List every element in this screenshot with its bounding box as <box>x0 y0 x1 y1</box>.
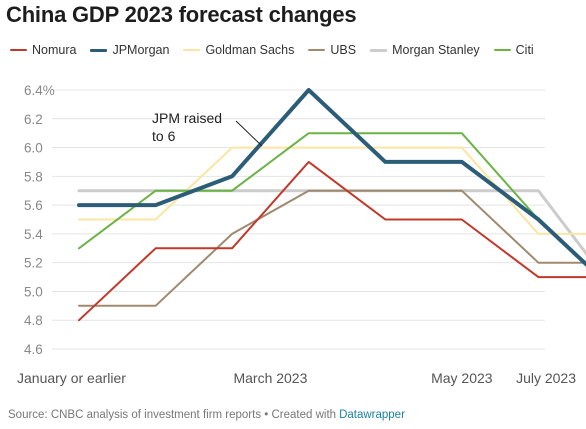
y-tick-label: 5.2 <box>24 256 43 271</box>
legend-item-nomura: Nomura <box>10 43 76 57</box>
legend-swatch <box>370 48 388 52</box>
data-point-citi <box>308 132 310 134</box>
legend-label: Citi <box>515 43 534 57</box>
data-point-nomura <box>384 218 386 221</box>
y-tick-label: 5.6 <box>24 198 43 213</box>
legend-label: Morgan Stanley <box>392 43 480 57</box>
legend-item-citi: Citi <box>493 43 534 57</box>
series-line-nomura <box>78 160 586 322</box>
data-point-nomura <box>154 247 157 249</box>
y-tick-label: 4.8 <box>24 313 43 328</box>
data-point-citi <box>231 190 233 192</box>
data-point-ubs <box>384 190 386 192</box>
data-point-morgan-stanley <box>78 190 80 192</box>
series-line-jpmorgan <box>77 88 586 267</box>
data-point-nomura <box>308 161 310 163</box>
data-point-jpmorgan <box>154 204 157 206</box>
data-point-ubs <box>308 190 310 192</box>
data-point-citi <box>461 132 463 134</box>
data-point-goldman-sachs <box>537 233 540 235</box>
annotation-line-1: JPM raised <box>152 110 222 126</box>
data-point-jpmorgan <box>537 218 540 221</box>
chart-title: China GDP 2023 forecast changes <box>6 2 357 27</box>
legend-label: Goldman Sachs <box>205 43 295 57</box>
data-point-goldman-sachs <box>231 146 233 149</box>
source-note: Source: CNBC analysis of investment firm… <box>8 409 337 421</box>
y-tick-label: 6.2 <box>24 112 43 127</box>
data-point-ubs <box>537 262 540 264</box>
x-tick-label: January or earlier <box>17 370 126 386</box>
data-point-citi <box>384 132 386 134</box>
data-point-jpmorgan <box>231 175 233 177</box>
data-point-goldman-sachs <box>308 146 310 149</box>
data-point-citi <box>78 247 80 249</box>
data-point-citi <box>154 190 157 192</box>
legend-item-morgan-stanley: Morgan Stanley <box>370 43 480 57</box>
y-tick-label: 5.8 <box>24 169 43 184</box>
y-tick-label: 6.0 <box>24 141 43 156</box>
data-point-goldman-sachs <box>461 146 463 149</box>
data-point-ubs <box>461 190 463 192</box>
legend-label: JPMorgan <box>112 43 170 57</box>
legend-item-jpmorgan: JPMorgan <box>90 43 169 57</box>
y-tick-label: 4.6 <box>24 342 43 357</box>
line-chart: 4.6 4.8 5.0 5.2 5.4 5.6 5.8 6.0 6.2 6.4% January o… <box>17 83 586 386</box>
legend-swatch <box>183 49 201 51</box>
data-point-goldman-sachs <box>384 146 386 149</box>
x-tick-label: July 2023 <box>516 370 576 386</box>
data-point-ubs <box>231 233 233 235</box>
annotation-pointer <box>235 120 263 147</box>
legend-item-goldman-sachs: Goldman Sachs <box>183 43 294 57</box>
legend-swatch <box>10 49 27 51</box>
annotation-line-2: to 6 <box>152 128 176 144</box>
series-line-goldman-sachs <box>78 146 586 235</box>
data-point-goldman-sachs <box>154 218 157 221</box>
y-tick-label: 6.4% <box>24 83 55 98</box>
legend-item-ubs: UBS <box>308 43 356 57</box>
x-tick-label: May 2023 <box>431 370 493 386</box>
data-point-jpmorgan <box>308 89 310 91</box>
data-point-nomura <box>78 319 80 321</box>
data-point-ubs <box>154 305 157 307</box>
x-tick-label: March 2023 <box>233 370 307 386</box>
legend-label: Nomura <box>32 43 77 57</box>
series-line-citi <box>78 132 586 266</box>
legend-swatch <box>90 48 108 52</box>
legend-label: UBS <box>330 43 357 57</box>
data-point-morgan-stanley <box>537 190 540 192</box>
data-point-jpmorgan <box>461 161 463 163</box>
legend-swatch <box>493 49 511 51</box>
y-tick-label: 5.4 <box>24 227 43 242</box>
data-point-nomura <box>231 247 233 249</box>
legend-swatch <box>308 49 326 51</box>
data-point-goldman-sachs <box>78 218 80 221</box>
y-tick-label: 5.0 <box>24 284 43 299</box>
data-point-nomura <box>537 276 540 278</box>
datawrapper-link[interactable]: Datawrapper <box>339 409 405 421</box>
data-point-ubs <box>78 305 80 307</box>
data-point-jpmorgan <box>384 161 386 163</box>
chart-footer: Source: CNBC analysis of investment firm… <box>8 409 405 421</box>
data-point-jpmorgan <box>78 204 80 206</box>
chart-legend: Nomura JPMorgan Goldman Sachs UBS Morgan Sta… <box>10 43 548 57</box>
data-point-nomura <box>461 218 463 221</box>
